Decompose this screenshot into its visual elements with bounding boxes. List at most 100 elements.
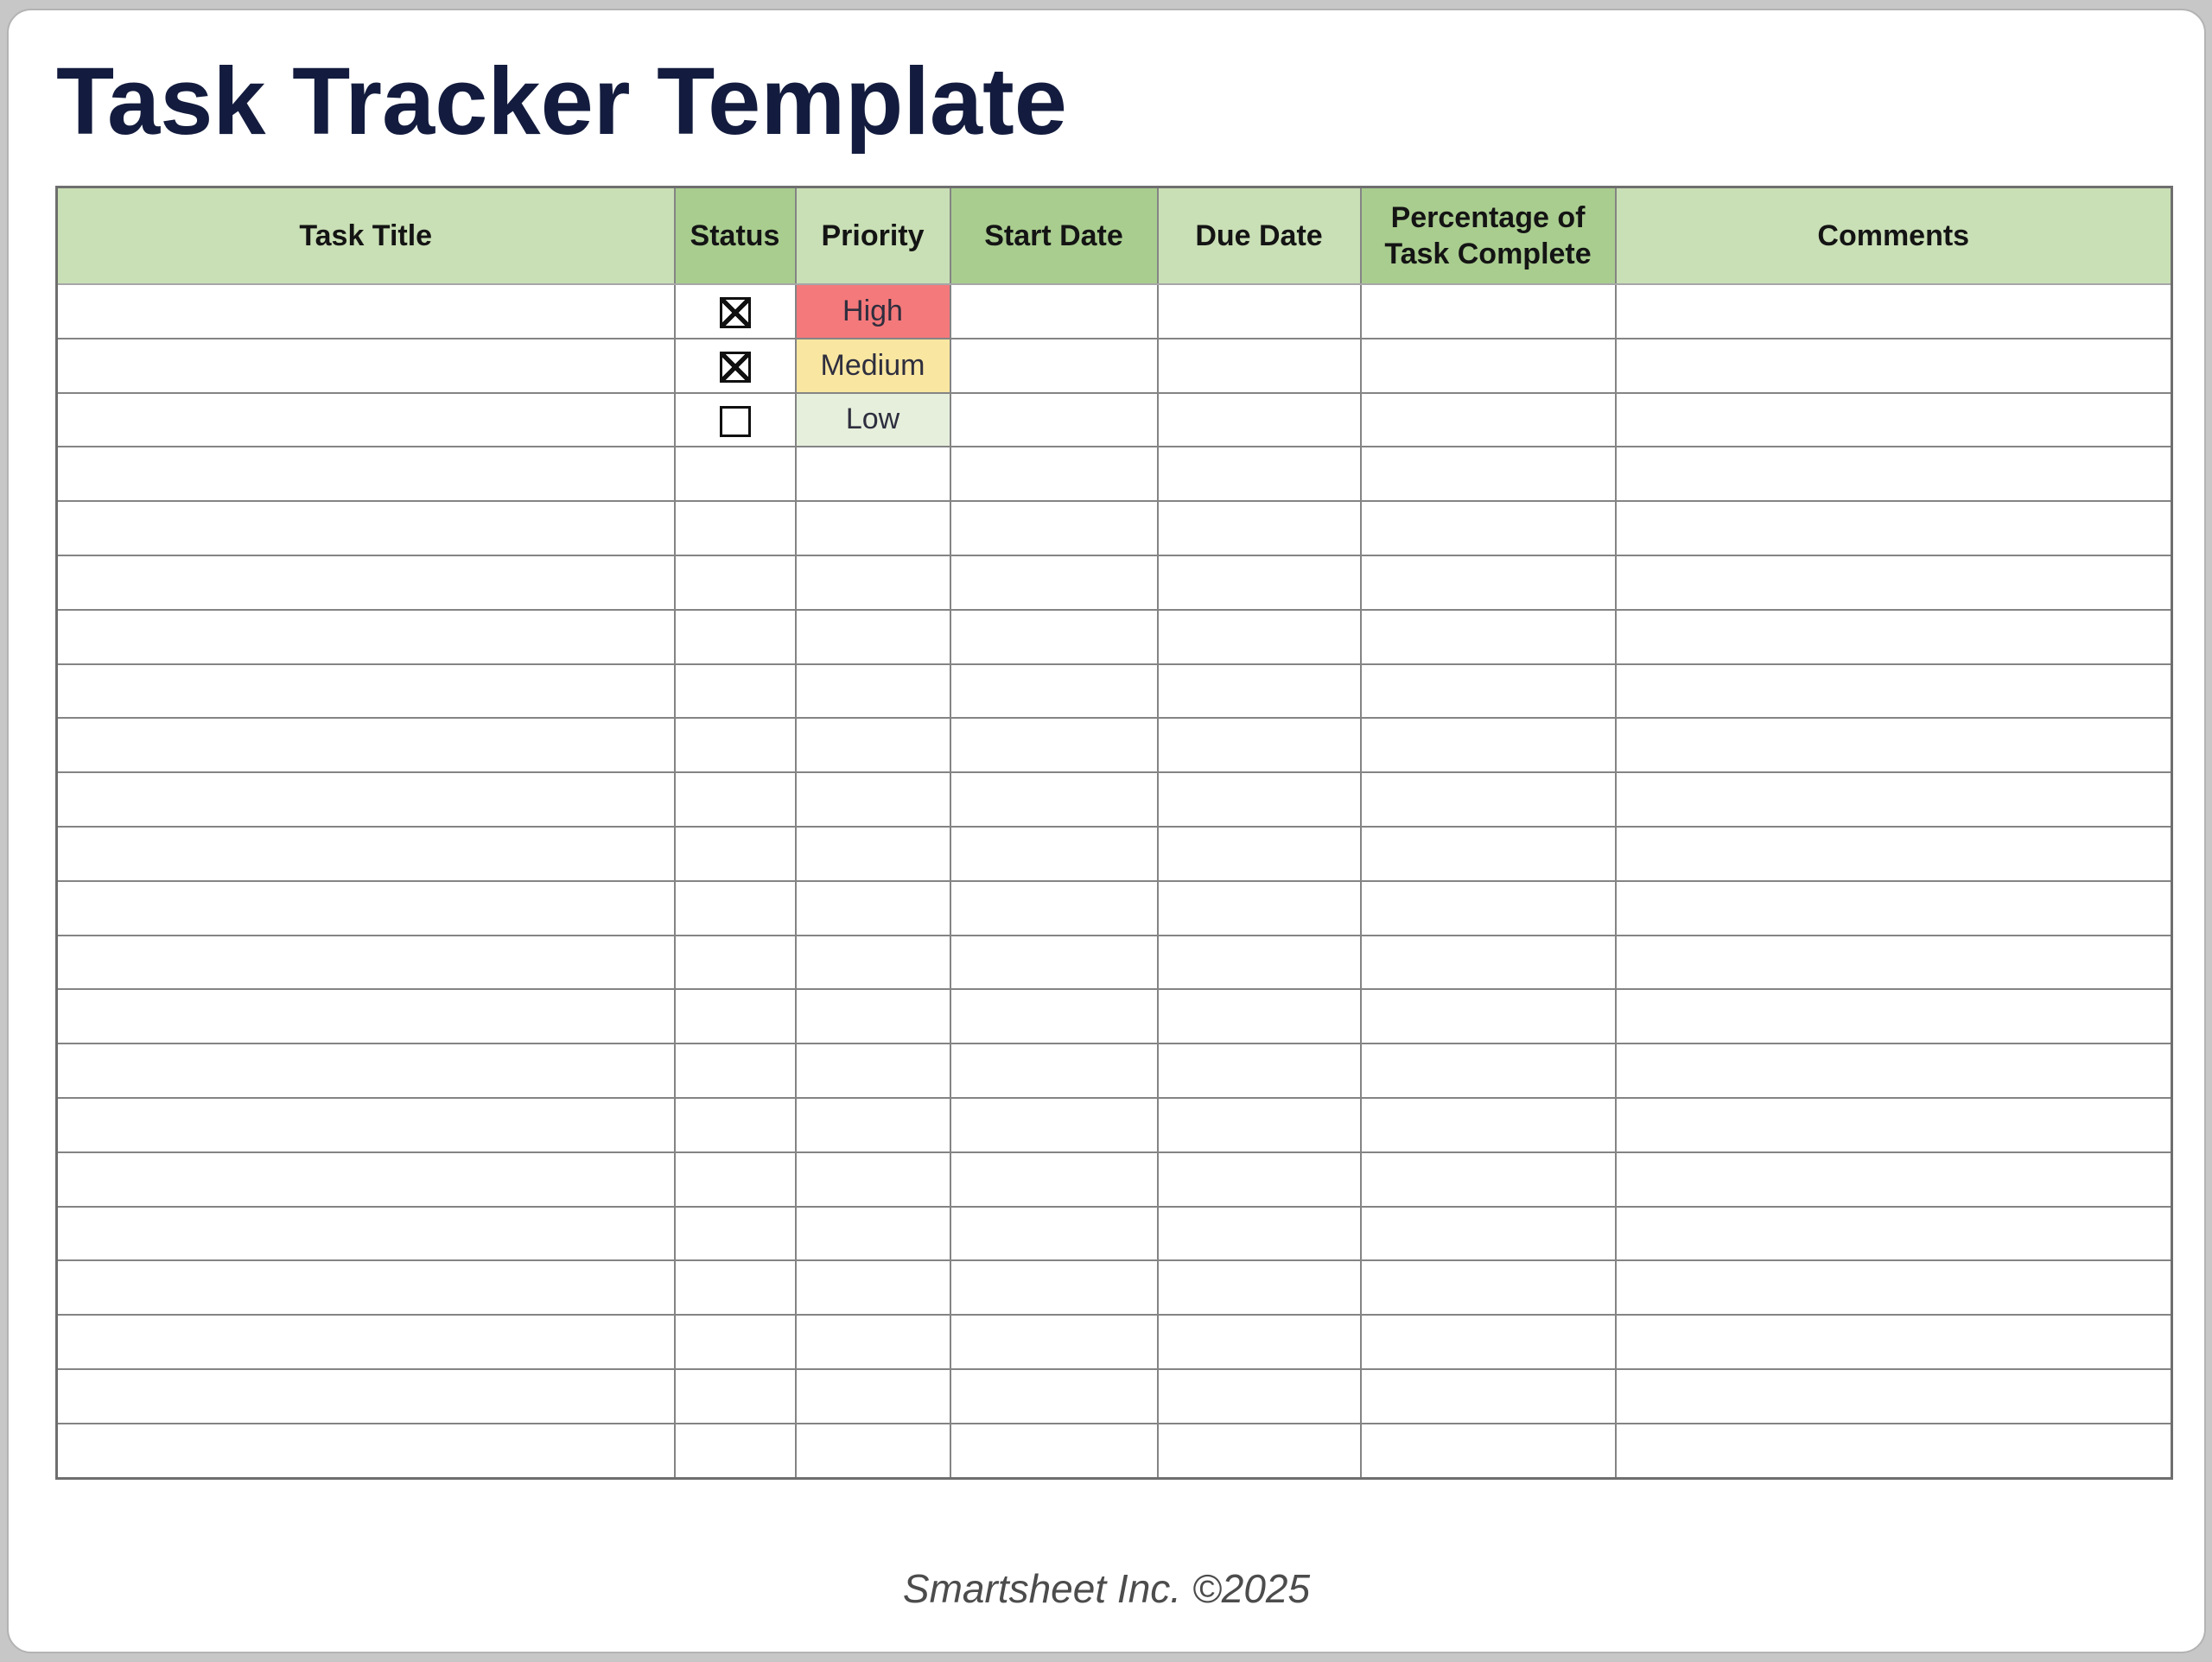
column-header-comments: Comments — [1614, 186, 2173, 285]
cell-comments — [1614, 1043, 2173, 1099]
cell-start-date — [949, 1043, 1159, 1099]
table-row — [55, 1422, 2173, 1480]
table-row — [55, 717, 2173, 774]
column-header-priority: Priority — [794, 186, 951, 285]
cell-status — [673, 988, 797, 1045]
table-row — [55, 879, 2173, 936]
cell-comments — [1614, 988, 2173, 1045]
cell-pct-complete — [1359, 391, 1617, 448]
cell-due-date — [1156, 391, 1362, 448]
cell-start-date — [949, 1205, 1159, 1262]
cell-pct-complete — [1359, 1151, 1617, 1208]
cell-due-date — [1156, 500, 1362, 556]
table-row — [55, 1205, 2173, 1262]
column-header-status: Status — [673, 186, 797, 285]
cell-priority — [794, 1367, 951, 1424]
table-row — [55, 1043, 2173, 1099]
cell-priority — [794, 1205, 951, 1262]
cell-priority — [794, 663, 951, 720]
cell-start-date — [949, 934, 1159, 991]
cell-task-title — [55, 771, 676, 828]
cell-task-title — [55, 500, 676, 556]
table-row — [55, 554, 2173, 611]
cell-priority — [794, 1422, 951, 1480]
cell-priority — [794, 988, 951, 1045]
template-card: Task Tracker Template Task Title Status Pr… — [7, 9, 2206, 1653]
table-row — [55, 1259, 2173, 1316]
cell-due-date — [1156, 446, 1362, 503]
cell-task-title — [55, 934, 676, 991]
checkbox-checked-icon[interactable] — [719, 296, 751, 328]
table-row — [55, 825, 2173, 882]
cell-due-date — [1156, 1314, 1362, 1370]
cell-priority — [794, 1151, 951, 1208]
column-header-pct-complete: Percentage of Task Complete — [1359, 186, 1617, 285]
table-row — [55, 1096, 2173, 1153]
column-header-due-date: Due Date — [1156, 186, 1362, 285]
task-table: Task Title Status Priority Start Date Due Da… — [55, 186, 2173, 1480]
table-body: High Medium Low — [55, 283, 2173, 1480]
cell-comments — [1614, 879, 2173, 936]
cell-task-title — [55, 283, 676, 339]
cell-task-title — [55, 1205, 676, 1262]
table-row — [55, 1151, 2173, 1208]
cell-priority — [794, 934, 951, 991]
cell-due-date — [1156, 934, 1362, 991]
cell-pct-complete — [1359, 1205, 1617, 1262]
cell-pct-complete — [1359, 500, 1617, 556]
cell-start-date — [949, 663, 1159, 720]
cell-pct-complete — [1359, 1259, 1617, 1316]
table-row — [55, 446, 2173, 503]
cell-status — [673, 771, 797, 828]
cell-comments — [1614, 1151, 2173, 1208]
cell-status — [673, 337, 797, 394]
cell-task-title — [55, 1043, 676, 1099]
cell-comments — [1614, 1367, 2173, 1424]
cell-start-date — [949, 1367, 1159, 1424]
cell-priority — [794, 717, 951, 774]
cell-priority — [794, 446, 951, 503]
cell-priority: Low — [794, 391, 951, 448]
cell-task-title — [55, 446, 676, 503]
cell-comments — [1614, 1205, 2173, 1262]
cell-task-title — [55, 554, 676, 611]
cell-priority — [794, 500, 951, 556]
cell-due-date — [1156, 337, 1362, 394]
cell-pct-complete — [1359, 446, 1617, 503]
cell-start-date — [949, 1151, 1159, 1208]
cell-priority — [794, 608, 951, 665]
cell-status — [673, 1367, 797, 1424]
cell-status — [673, 391, 797, 448]
cell-pct-complete — [1359, 663, 1617, 720]
table-row — [55, 771, 2173, 828]
cell-pct-complete — [1359, 337, 1617, 394]
cell-start-date — [949, 1096, 1159, 1153]
cell-status — [673, 1422, 797, 1480]
cell-due-date — [1156, 1259, 1362, 1316]
cell-priority — [794, 1314, 951, 1370]
checkbox-unchecked-icon[interactable] — [719, 405, 751, 437]
cell-priority: Medium — [794, 337, 951, 394]
cell-due-date — [1156, 717, 1362, 774]
cell-status — [673, 446, 797, 503]
cell-due-date — [1156, 825, 1362, 882]
cell-pct-complete — [1359, 1367, 1617, 1424]
cell-start-date — [949, 825, 1159, 882]
footer-credit: Smartsheet Inc. ©2025 — [902, 1566, 1311, 1611]
cell-start-date — [949, 446, 1159, 503]
cell-due-date — [1156, 283, 1362, 339]
cell-comments — [1614, 1422, 2173, 1480]
cell-task-title — [55, 1367, 676, 1424]
cell-start-date — [949, 500, 1159, 556]
cell-priority — [794, 771, 951, 828]
table-row: High — [55, 283, 2173, 339]
cell-pct-complete — [1359, 1314, 1617, 1370]
cell-task-title — [55, 1151, 676, 1208]
cell-due-date — [1156, 1367, 1362, 1424]
checkbox-checked-icon[interactable] — [719, 351, 751, 383]
cell-task-title — [55, 825, 676, 882]
cell-status — [673, 1043, 797, 1099]
cell-comments — [1614, 554, 2173, 611]
cell-priority — [794, 554, 951, 611]
cell-pct-complete — [1359, 554, 1617, 611]
